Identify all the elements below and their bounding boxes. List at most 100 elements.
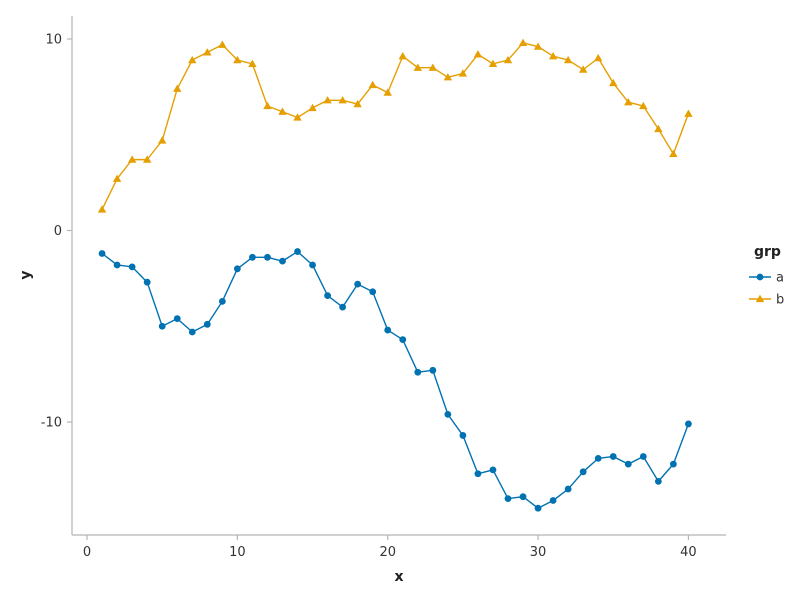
series-a-point — [579, 468, 587, 476]
series-a-point — [158, 322, 166, 330]
series-a-point — [369, 288, 377, 296]
series-b-point — [338, 96, 347, 104]
series-a-point — [459, 432, 467, 439]
x-axis: 0 10 20 30 40 x — [72, 534, 726, 585]
series-b-point — [654, 124, 663, 133]
series-a-point — [414, 368, 422, 376]
series-a-point — [624, 460, 632, 468]
series-layer — [97, 38, 693, 512]
series-b-point — [413, 63, 422, 71]
legend-item-b: b — [749, 293, 784, 308]
series-a-point — [188, 328, 196, 336]
series-b-point — [548, 52, 558, 60]
legend-a-label: a — [776, 271, 784, 286]
series-a-point — [324, 292, 331, 300]
series-b-point — [398, 52, 407, 60]
series-b-point — [233, 55, 242, 64]
series-b-point — [533, 42, 543, 50]
x-tick-label: 20 — [379, 545, 396, 560]
series-b-point — [594, 53, 603, 62]
series-a-point — [399, 336, 407, 344]
series-b-point — [503, 55, 513, 64]
series-a-point — [474, 470, 482, 478]
series-a-point — [339, 303, 347, 311]
series-b-point — [624, 97, 633, 106]
series-a-point — [203, 320, 211, 328]
series-b-point — [563, 55, 573, 64]
series-a-point — [143, 278, 151, 286]
x-tick-label: 0 — [83, 545, 91, 560]
series-b-line — [101, 42, 690, 210]
series-a-point — [594, 454, 602, 462]
y-tick-label: 0 — [54, 224, 62, 239]
series-a-point — [233, 265, 241, 273]
series-b-point — [308, 103, 317, 112]
series-a-point — [564, 485, 572, 493]
series-a-point — [354, 280, 362, 288]
series-b-point — [609, 78, 618, 87]
series-b-point — [458, 69, 468, 77]
series-b-point — [684, 109, 693, 117]
series-b-point — [158, 136, 167, 144]
series-b-point — [443, 73, 453, 81]
series-b-point — [203, 48, 212, 56]
series-b-point — [669, 149, 678, 158]
x-tick-label: 30 — [530, 545, 547, 560]
series-a-point — [639, 453, 647, 460]
series-b-point — [323, 96, 332, 104]
series-a-point — [294, 248, 301, 255]
x-tick-label: 10 — [229, 545, 246, 560]
series-b-point — [127, 155, 137, 163]
series-b-point — [263, 101, 272, 110]
series-b-point — [188, 55, 197, 64]
series-a-point — [173, 315, 181, 322]
series-b-point — [488, 59, 498, 68]
legend-b-label: b — [776, 293, 784, 308]
series-b-point — [278, 107, 287, 115]
series-a-point — [264, 253, 271, 261]
series-b-point — [639, 101, 648, 110]
series-b-point — [248, 59, 257, 68]
series-a — [98, 248, 692, 512]
y-tick-label: 10 — [45, 32, 62, 47]
series-a-point — [218, 297, 226, 305]
y-axis: -10 0 10 y — [18, 16, 73, 535]
legend-title: grp — [754, 244, 781, 260]
series-a-point — [128, 263, 136, 271]
legend-a-marker — [756, 273, 764, 281]
series-b-point — [368, 80, 377, 89]
series-a-line — [101, 250, 690, 509]
series-b — [97, 38, 693, 213]
series-b-point — [518, 38, 528, 46]
x-axis-title: x — [394, 569, 403, 585]
series-a-point — [549, 497, 557, 504]
series-b-point — [473, 50, 483, 58]
series-b-point — [97, 205, 107, 213]
series-a-point — [249, 253, 256, 261]
series-b-point — [173, 84, 182, 92]
series-a-point — [489, 466, 497, 474]
series-b-point — [383, 88, 392, 96]
series-a-point — [113, 261, 121, 269]
series-b-point — [293, 113, 302, 121]
series-b-point — [428, 63, 438, 71]
y-axis-title: y — [18, 270, 34, 279]
series-a-point — [98, 250, 106, 257]
series-a-point — [309, 261, 316, 269]
series-a-point — [534, 504, 542, 512]
series-a-point — [654, 477, 662, 485]
series-a-point — [384, 326, 392, 334]
series-a-point — [685, 420, 692, 428]
series-a-point — [444, 410, 452, 418]
series-b-point — [353, 99, 362, 108]
series-b-point — [218, 40, 227, 48]
y-tick-label: -10 — [41, 416, 62, 431]
series-a-point — [609, 453, 617, 460]
series-b-point — [112, 174, 122, 182]
series-a-point — [279, 257, 286, 265]
legend-b-marker — [755, 294, 765, 303]
legend: grp ab — [749, 244, 784, 308]
series-a-point — [429, 366, 437, 374]
series-a-point — [669, 460, 677, 468]
